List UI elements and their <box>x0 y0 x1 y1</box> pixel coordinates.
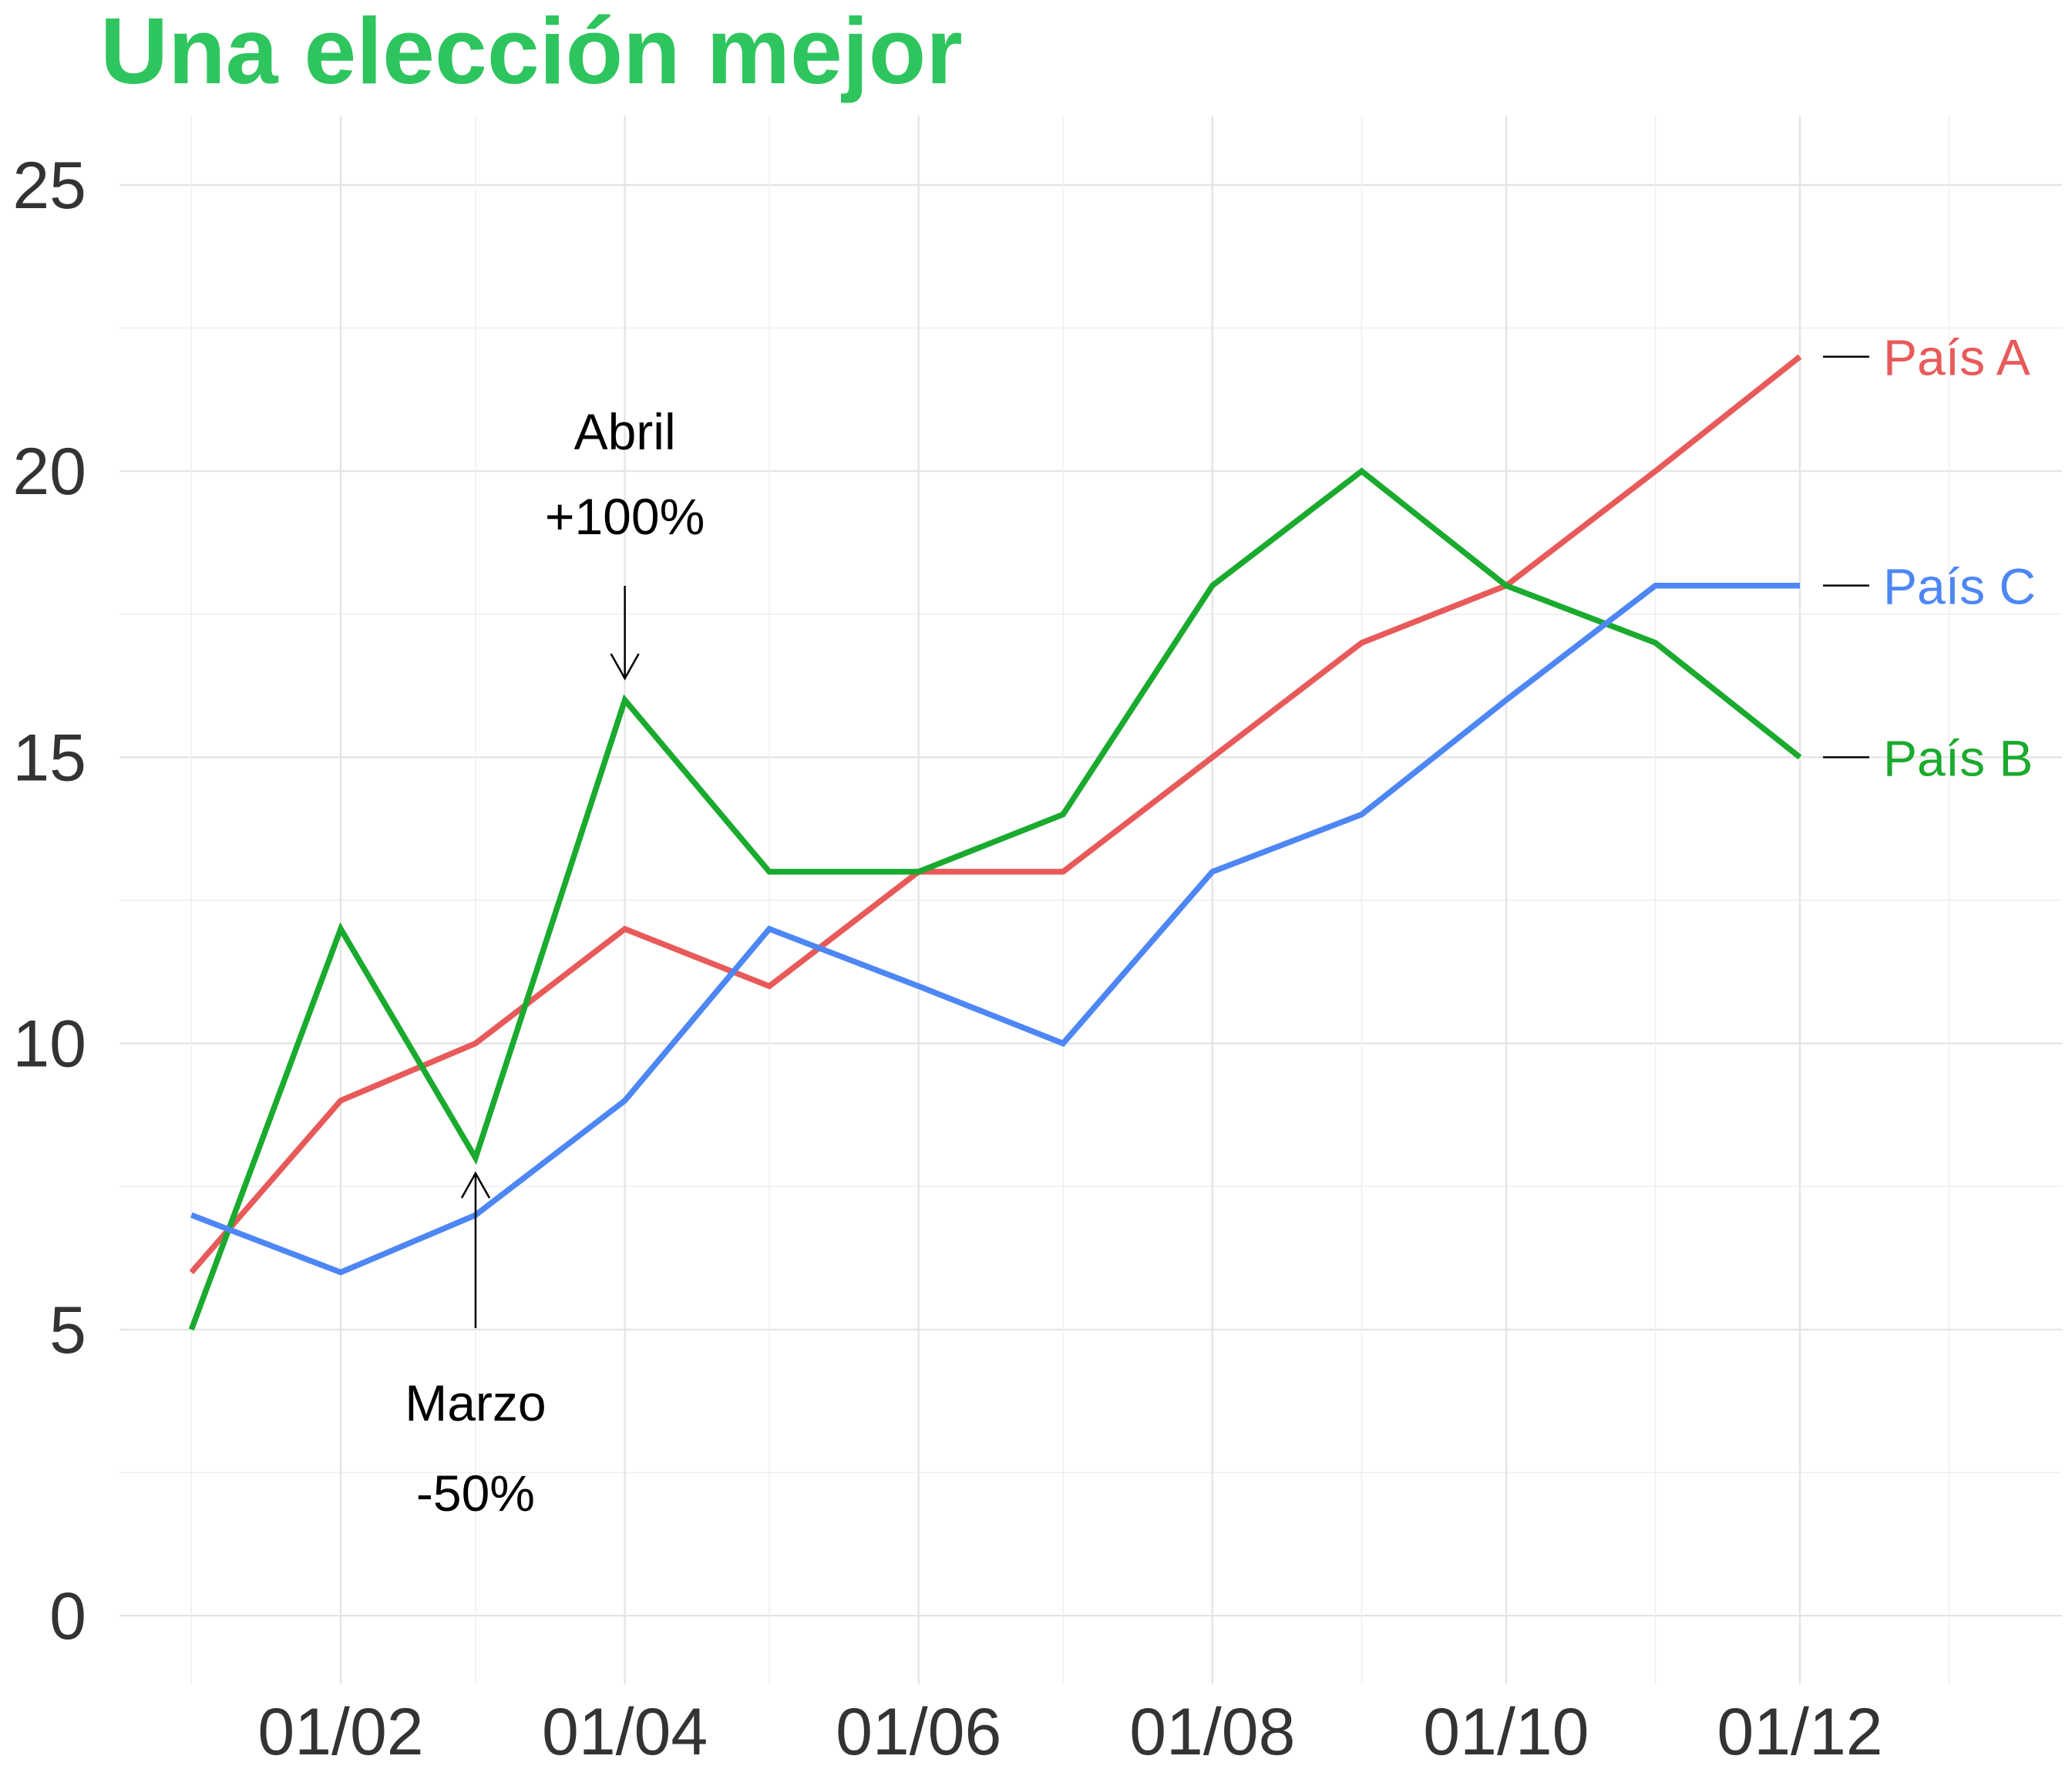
axis-ticks: 0 5 10 15 20 25 01/02 01/04 01/06 01/08 01/10 01/12 <box>12 149 1882 1769</box>
y-tick-label: 5 <box>49 1293 86 1367</box>
grid-lines <box>119 116 2062 1684</box>
x-tick-label: 01/02 <box>257 1695 423 1769</box>
x-tick-label: 01/04 <box>542 1695 708 1769</box>
series-line <box>190 582 1800 1276</box>
y-tick-label: 0 <box>49 1579 86 1653</box>
y-tick-label: 15 <box>12 721 86 795</box>
annotations: Abril +100% Marzo -50% <box>405 403 705 1522</box>
x-tick-label: 01/10 <box>1423 1695 1589 1769</box>
series-lines <box>188 354 1802 1331</box>
annotation-arrowhead <box>460 1171 491 1199</box>
series-line <box>188 467 1802 1331</box>
series-end-labels: País A País B País C <box>1823 329 2036 786</box>
x-tick-label: 01/08 <box>1129 1695 1295 1769</box>
annotation-text: Marzo <box>405 1374 546 1431</box>
chart-title: Una elección mejor <box>100 0 963 103</box>
x-tick-label: 01/12 <box>1717 1695 1882 1769</box>
series-end-label: País B <box>1883 729 2033 786</box>
series-line <box>189 354 1802 1275</box>
annotation-text: -50% <box>416 1465 535 1522</box>
y-tick-label: 10 <box>12 1007 86 1081</box>
x-tick-label: 01/06 <box>836 1695 1001 1769</box>
y-tick-label: 20 <box>12 435 86 509</box>
series-end-label: País A <box>1883 329 2030 386</box>
annotation-text: +100% <box>545 488 705 545</box>
y-tick-label: 25 <box>12 149 86 223</box>
series-end-label: País C <box>1883 558 2036 615</box>
annotation-arrowhead <box>610 653 640 681</box>
annotation-text: Abril <box>574 403 676 460</box>
